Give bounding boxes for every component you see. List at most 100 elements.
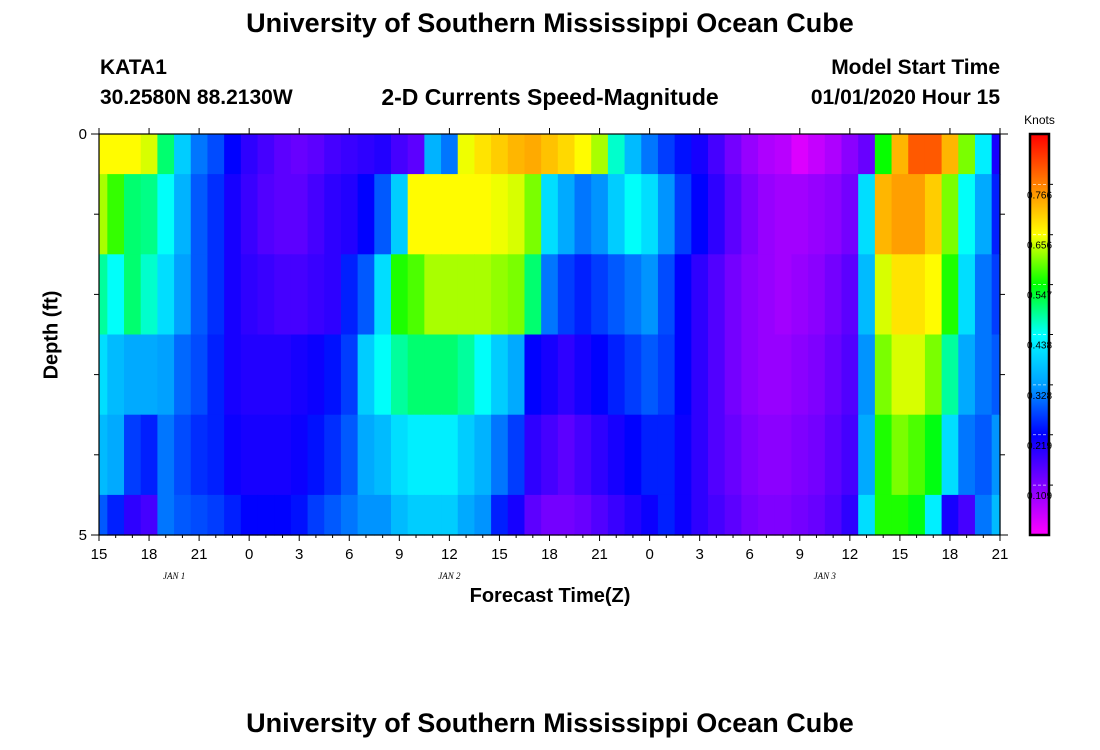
heatmap-cell — [441, 334, 459, 416]
heatmap-cell — [724, 334, 742, 416]
heatmap-cell — [140, 414, 158, 496]
heatmap-cell — [274, 254, 292, 336]
heatmap-cell — [557, 134, 576, 175]
x-tick-label: 9 — [796, 546, 804, 563]
heatmap-cell — [207, 174, 225, 255]
x-axis-label: Forecast Time(Z) — [469, 585, 631, 607]
heatmap-cell — [174, 254, 192, 336]
heatmap-cell — [657, 414, 676, 496]
heatmap-cell — [841, 134, 859, 175]
heatmap-cell — [424, 494, 442, 536]
heatmap-cell — [157, 334, 175, 416]
heatmap-cell — [524, 254, 542, 336]
heatmap-cell — [257, 334, 275, 416]
heatmap-cell — [240, 414, 259, 496]
heatmap-cell — [624, 174, 642, 255]
heatmap-cell — [708, 174, 726, 255]
heatmap-cell — [390, 494, 409, 536]
heatmap-cell — [891, 174, 909, 255]
heatmap-cell — [908, 174, 926, 255]
heatmap-cell — [758, 334, 776, 416]
heatmap-cell — [941, 414, 959, 496]
heatmap-cell — [407, 414, 425, 496]
heatmap-cell — [791, 414, 809, 496]
heatmap-cell — [507, 254, 526, 336]
heatmap-cell — [574, 134, 592, 175]
heatmap-cell — [674, 174, 692, 255]
heatmap-cell — [474, 174, 492, 255]
footer-title: University of Southern Mississippi Ocean… — [246, 708, 854, 738]
heatmap-cell — [107, 134, 125, 175]
heatmap-cell — [524, 414, 542, 496]
heatmap-cell — [290, 254, 309, 336]
heatmap-cell — [491, 134, 509, 175]
heatmap-cell — [357, 414, 375, 496]
heatmap-cell — [607, 174, 626, 255]
heatmap-cell — [374, 174, 392, 255]
heatmap-cell — [424, 334, 442, 416]
heatmap-cell — [107, 494, 125, 536]
heatmap-cell — [274, 174, 292, 255]
heatmap-cell — [541, 254, 559, 336]
heatmap-cell — [724, 174, 742, 255]
heatmap-cell — [357, 134, 375, 175]
heatmap-cell — [290, 414, 309, 496]
date-label: JAN 1 — [163, 571, 185, 581]
date-label: JAN 2 — [438, 571, 461, 581]
heatmap-cell — [607, 414, 626, 496]
heatmap-cell — [157, 254, 175, 336]
heatmap-cell — [374, 134, 392, 175]
heatmap-cell — [407, 334, 425, 416]
heatmap-cell — [774, 134, 793, 175]
heatmap-cell — [741, 414, 759, 496]
heatmap-cell — [924, 134, 943, 175]
heatmap-cell — [324, 134, 342, 175]
heatmap-cell — [99, 414, 108, 496]
y-tick-label: 0 — [79, 126, 87, 143]
heatmap-cell — [724, 254, 742, 336]
heatmap-cell — [107, 174, 125, 255]
heatmap-cell — [557, 414, 576, 496]
heatmap-cell — [107, 254, 125, 336]
heatmap-cell — [824, 494, 843, 536]
heatmap-cell — [224, 494, 242, 536]
heatmap-cell — [924, 494, 943, 536]
heatmap-cell — [307, 254, 325, 336]
heatmap-cell — [340, 494, 359, 536]
heatmap-cell — [507, 134, 526, 175]
heatmap-cell — [991, 334, 1001, 416]
heatmap-cell — [507, 494, 526, 536]
heatmap-cell — [624, 334, 642, 416]
heatmap-cell — [99, 174, 108, 255]
heatmap-cell — [324, 414, 342, 496]
heatmap-cell — [441, 254, 459, 336]
heatmap-cell — [808, 254, 826, 336]
heatmap-cell — [207, 414, 225, 496]
heatmap-cell — [340, 174, 359, 255]
heatmap-cell — [858, 334, 876, 416]
heatmap-cell — [891, 134, 909, 175]
heatmap-cell — [958, 414, 976, 496]
heatmap-cell — [157, 134, 175, 175]
heatmap-cell — [357, 494, 375, 536]
heatmap-cell — [607, 494, 626, 536]
heatmap-cell — [474, 254, 492, 336]
heatmap-cell — [607, 334, 626, 416]
station-location: 30.2580N 88.2130W — [100, 86, 293, 109]
x-tick-label: 18 — [942, 546, 959, 563]
heatmap-cell — [274, 334, 292, 416]
heatmap-cell — [591, 494, 609, 536]
model-start-label: Model Start Time — [831, 56, 1000, 79]
heatmap-cell — [674, 494, 692, 536]
heatmap-cell — [374, 254, 392, 336]
heatmap-cell — [958, 254, 976, 336]
heatmap-cell — [591, 174, 609, 255]
colorbar-tick-label: 0.328 — [1027, 391, 1052, 402]
heatmap-cell — [874, 334, 893, 416]
heatmap-cell — [941, 174, 959, 255]
heatmap-cell — [157, 174, 175, 255]
heatmap-cell — [307, 494, 325, 536]
heatmap-cell — [441, 414, 459, 496]
heatmap-cell — [357, 334, 375, 416]
heatmap-cell — [190, 174, 209, 255]
